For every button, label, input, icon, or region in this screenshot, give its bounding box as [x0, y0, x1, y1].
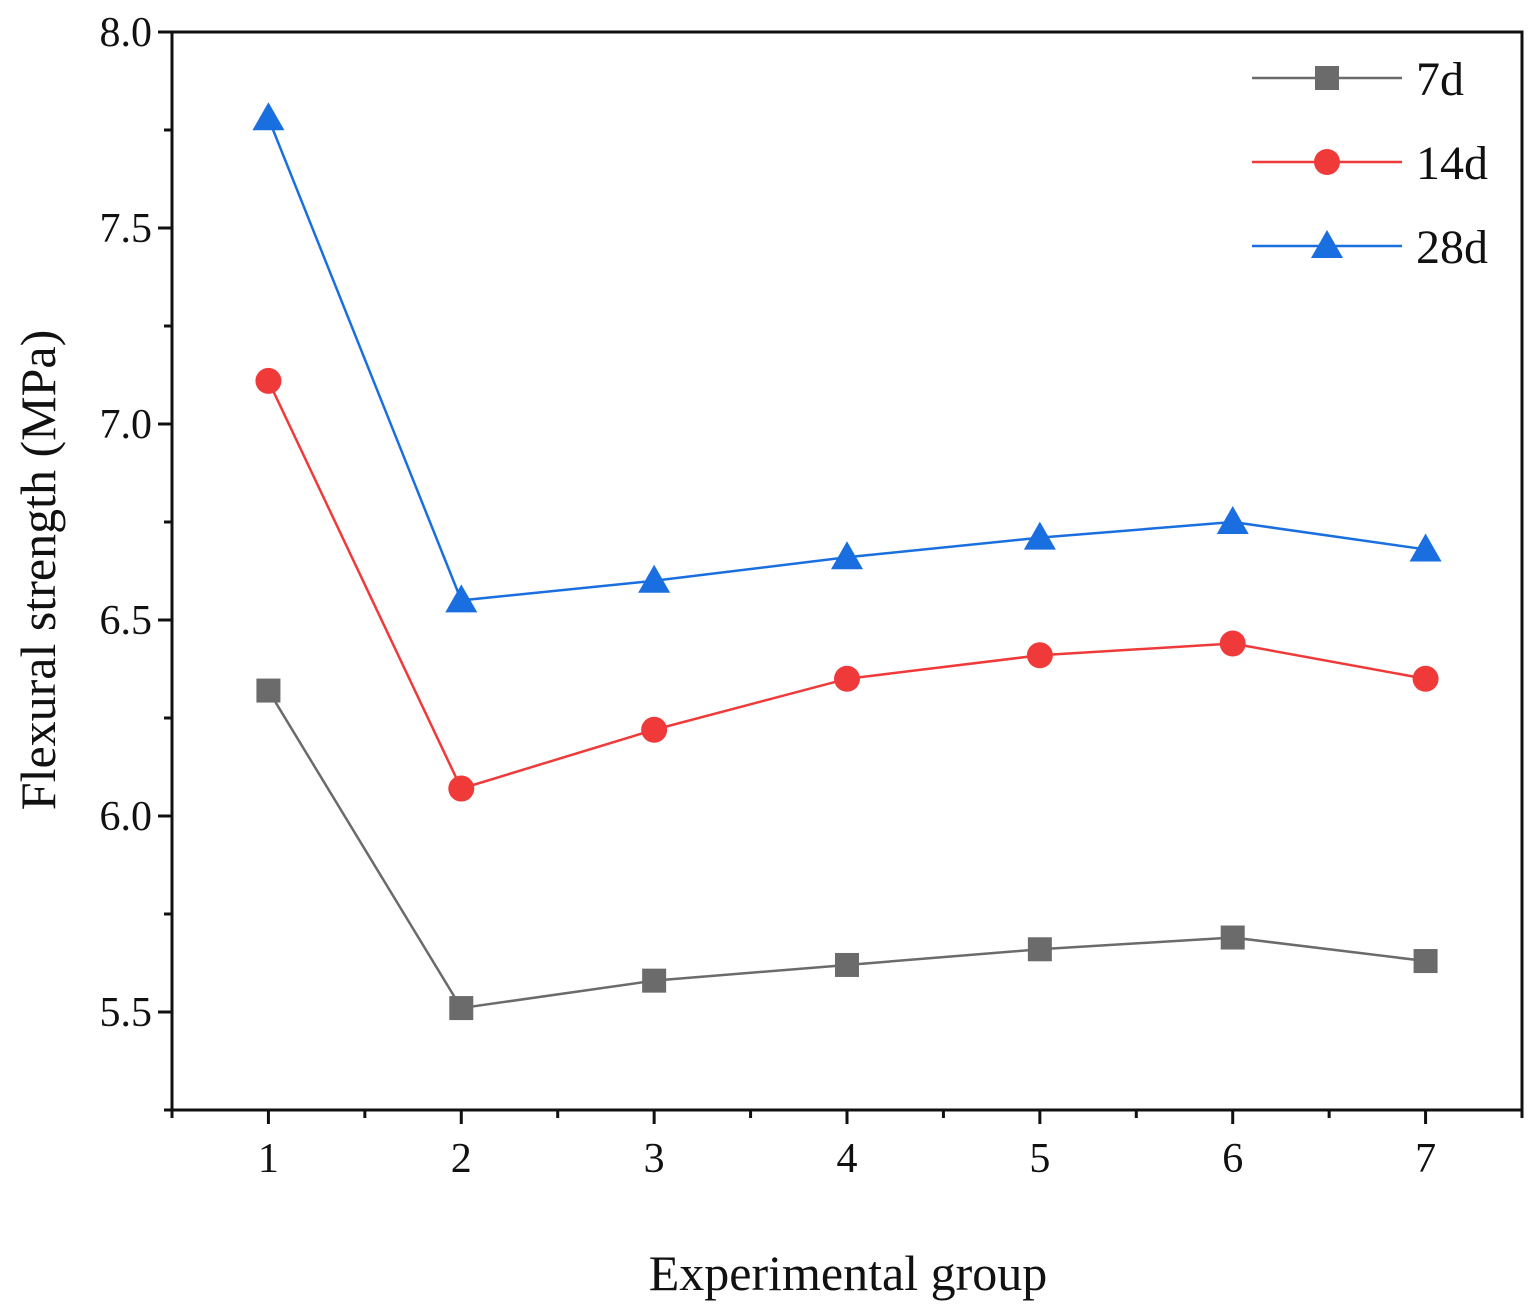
data-point-14d: [1412, 665, 1439, 692]
data-point-28d: [252, 102, 285, 131]
series-28d: [252, 102, 1442, 613]
x-tick-label: 6: [1222, 1136, 1243, 1182]
x-tick-label: 2: [451, 1136, 472, 1182]
y-tick-label: 7.0: [100, 402, 153, 448]
data-point-14d: [1219, 630, 1246, 657]
data-point-14d: [641, 716, 668, 743]
data-point-28d: [1216, 506, 1249, 534]
data-point-14d: [1026, 642, 1053, 669]
x-tick-label: 1: [258, 1136, 279, 1182]
data-point-7d: [1413, 949, 1438, 974]
series-7d: [256, 678, 1438, 1021]
data-point-7d: [256, 678, 281, 703]
data-point-28d: [1023, 521, 1056, 550]
data-point-7d: [835, 952, 859, 977]
legend-item-14d: 14d: [1252, 137, 1488, 190]
y-tick-label: 6.5: [100, 598, 153, 644]
y-tick-label: 8.0: [100, 10, 153, 56]
legend-marker: [1311, 230, 1343, 258]
x-tick-label: 5: [1029, 1136, 1050, 1182]
x-tick-label: 4: [837, 1136, 858, 1182]
legend: 7d 14d 28d: [1252, 53, 1488, 274]
series-line-28d: [267, 117, 1426, 602]
data-point-7d: [1220, 925, 1245, 950]
y-tick-label: 7.5: [100, 206, 153, 252]
series-14d: [255, 367, 1439, 802]
axes: 5.5 6.0 6.5 7.0 7.5 8.0 1 2 3 4 5 6 7: [100, 10, 1524, 1182]
y-tick-label: 5.5: [100, 990, 153, 1036]
legend-label: 7d: [1416, 53, 1464, 106]
legend-item-7d: 7d: [1252, 53, 1464, 106]
legend-marker: [1314, 149, 1340, 175]
series-line-14d: [267, 380, 1426, 791]
data-point-14d: [834, 665, 860, 692]
legend-label: 14d: [1416, 137, 1488, 190]
x-axis-label: Experimental group: [649, 1245, 1048, 1301]
data-point-28d: [1409, 533, 1442, 562]
data-point-28d: [445, 584, 478, 613]
y-axis-label: Flexural strength (MPa): [10, 330, 66, 810]
data-point-14d: [448, 775, 475, 802]
x-tick-label: 7: [1415, 1136, 1436, 1182]
legend-label: 28d: [1416, 221, 1488, 274]
data-point-28d: [638, 564, 671, 593]
y-tick-label: 6.0: [100, 794, 153, 840]
data-point-28d: [831, 541, 863, 570]
legend-item-28d: 28d: [1252, 221, 1488, 274]
legend-marker: [1315, 66, 1339, 90]
data-point-7d: [1027, 937, 1052, 962]
data-point-7d: [642, 968, 667, 993]
data-point-14d: [255, 367, 282, 394]
data-point-7d: [449, 996, 474, 1021]
x-tick-label: 3: [644, 1136, 665, 1182]
series-layer: [252, 102, 1442, 1021]
